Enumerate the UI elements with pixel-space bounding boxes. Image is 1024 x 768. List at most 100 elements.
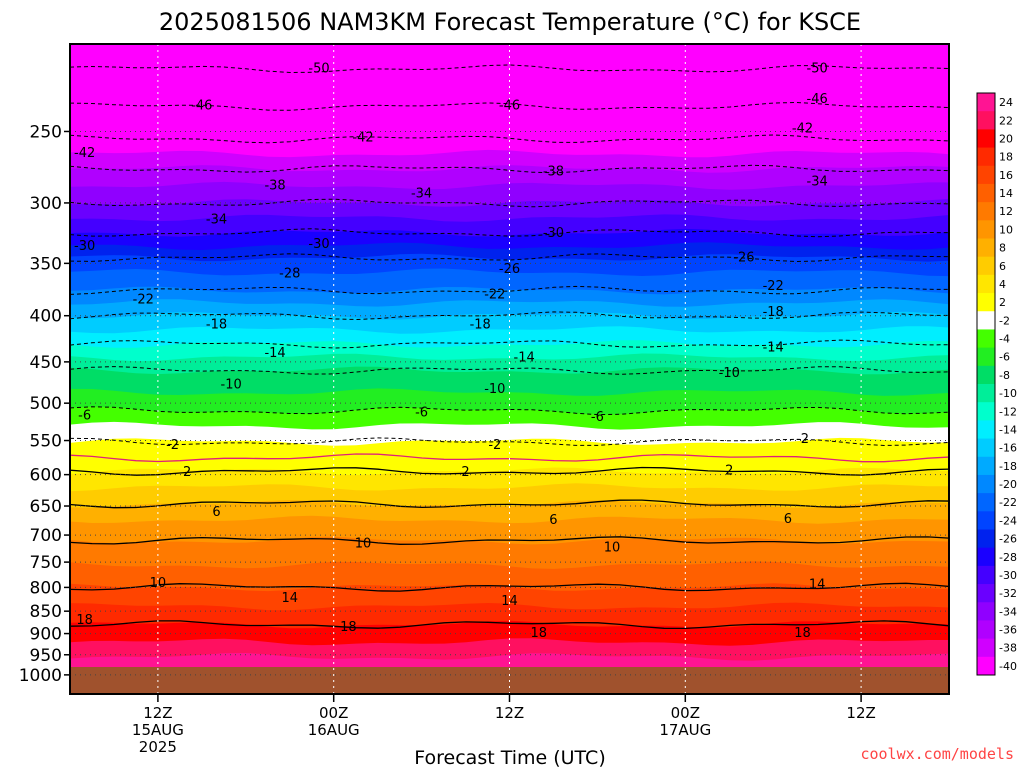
x-tick-label: 12Z [495,704,524,722]
colorbar-swatch [977,547,995,567]
contour-label: -2 [166,438,179,453]
colorbar-swatch [977,420,995,440]
colorbar-swatch [977,456,995,476]
contour-label: -14 [763,341,784,356]
y-tick-label: 450 [30,353,62,373]
colorbar-label: -40 [999,660,1017,673]
colorbar-swatch [977,402,995,421]
contour-label: -50 [308,62,329,77]
contour-label: -6 [415,405,428,420]
colorbar-swatch [977,183,995,203]
contour-label: -34 [206,213,227,228]
contour-label: 14 [809,577,826,592]
colorbar-label: -8 [999,369,1010,382]
x-tick-label: 12Z [846,704,875,722]
contour-6 [70,499,949,509]
contour-label: 10 [355,536,372,551]
contour-label: -46 [499,99,520,114]
x-tick-label: 2025 [139,738,177,756]
contour-label: -42 [352,131,373,146]
plot-area: -50 -50 -46 -46 -46 -42 -42 -42 -38 -38 -34 -34 -34 -… [70,44,949,694]
colorbar-swatch [977,365,995,385]
contour-label: 14 [501,594,518,609]
colorbar-swatch [977,93,995,112]
x-axis-label: Forecast Time (UTC) [414,747,605,768]
contour-label: -10 [221,378,242,393]
contour-label: -10 [719,366,740,381]
contour-label: -26 [499,262,520,277]
colorbar-label: -26 [999,533,1017,546]
contour-label: -22 [763,279,784,294]
contour-label: -18 [763,305,784,320]
y-tick-label: 750 [30,553,62,573]
contour-labels: -50 -50 -46 -46 -46 -42 -42 -42 -38 -38 -34 -34 -34 -… [74,62,828,641]
colorbar-swatch [977,347,995,367]
colorbar-label: 10 [999,223,1013,236]
contour-label: 18 [531,626,548,641]
x-tick-label: 16AUG [308,721,360,739]
contour-label: -34 [411,187,432,202]
contour-label: -42 [792,121,813,136]
colorbar-label: 20 [999,132,1013,145]
colorbar-swatch [977,256,995,276]
contour-label: 2 [461,465,469,480]
colorbar-swatch [977,493,995,512]
contour-label: -26 [733,251,754,266]
colorbar-swatch [977,529,995,549]
colorbar-label: -28 [999,551,1017,564]
y-tick-label: 900 [30,625,62,645]
colorbar-swatch [977,220,995,239]
x-tick-label: 00Z [319,704,348,722]
contour-label: -14 [514,350,535,365]
colorbar-swatch [977,165,995,185]
y-tick-label: 950 [30,646,62,666]
contour-label: -18 [470,317,491,332]
y-tick-label: 400 [30,307,62,327]
colorbar-swatch [977,293,995,312]
colorbar-swatch [977,474,995,494]
x-tick-label: 17AUG [659,721,711,739]
contour-label: 10 [604,541,621,556]
x-tick-label: 15AUG [132,721,184,739]
y-tick-label: 1000 [19,666,62,686]
colorbar-swatch [977,511,995,530]
contour-label: -22 [133,293,154,308]
contour-14 [70,582,949,592]
contour-2 [70,466,949,476]
contour-lines [70,64,949,630]
contour-label: 18 [794,626,811,641]
contour-label: 10 [150,576,167,591]
colorbar-swatch [977,602,995,621]
contour-label: 2 [183,465,191,480]
colorbar-swatch [977,638,995,658]
colorbar-label: -24 [999,514,1017,527]
contour-label: -42 [74,146,95,161]
contour-label: 18 [76,613,93,628]
contour-label: -30 [74,239,95,254]
colorbar-label: 16 [999,169,1013,182]
contour-label: -34 [807,174,828,189]
colorbar-swatch [977,238,995,258]
colorbar-label: 18 [999,151,1013,164]
colorbar-label: -6 [999,351,1010,364]
contour-label: -28 [279,266,300,281]
colorbar-label: -12 [999,405,1017,418]
colorbar-frame [976,92,996,676]
colorbar-swatch [977,129,995,149]
colorbar-label: -36 [999,624,1017,637]
y-tick-label: 850 [30,602,62,622]
colorbar-swatch [977,384,995,403]
contour-label: -10 [484,382,505,397]
colorbar-label: 8 [999,242,1006,255]
y-tick-label: 650 [30,497,62,517]
contour-label: -6 [78,409,91,424]
colorbar-label: 12 [999,205,1013,218]
x-tick-label: 00Z [671,704,700,722]
colorbar-label: -14 [999,423,1017,436]
colorbar-label: 2 [999,296,1006,309]
colorbar-label: -18 [999,460,1017,473]
colorbar-label: -2 [999,314,1010,327]
contour-label: 6 [784,512,792,527]
colorbar-label: -22 [999,496,1017,509]
